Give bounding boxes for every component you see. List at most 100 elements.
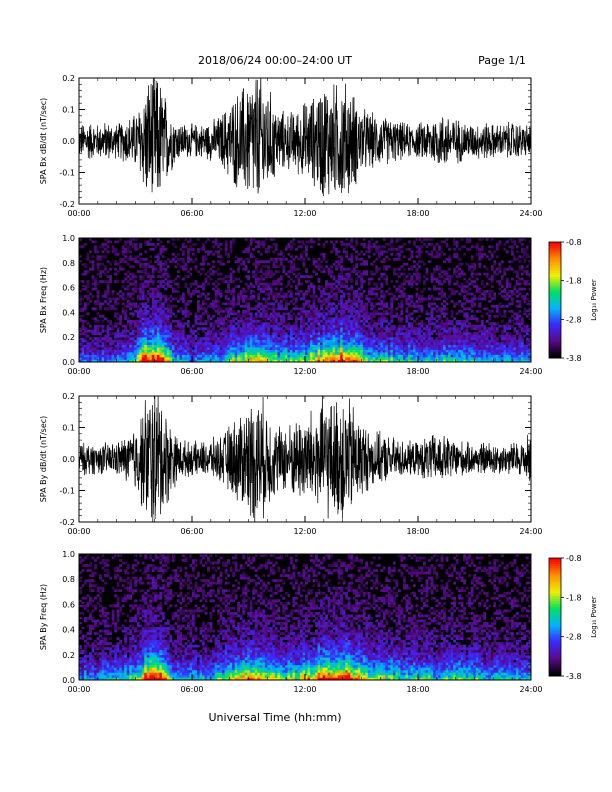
spectrogram-cell bbox=[312, 302, 316, 306]
spectrogram-cell bbox=[244, 238, 248, 241]
spectrogram-cell bbox=[252, 275, 256, 278]
spectrogram-cell bbox=[385, 339, 389, 343]
spectrogram-cell bbox=[217, 354, 220, 358]
spectrogram-cell bbox=[79, 347, 82, 350]
spectrogram-cell bbox=[392, 349, 396, 353]
spectrogram-cell bbox=[382, 349, 386, 353]
spectrogram-cell bbox=[299, 240, 303, 244]
spectrogram-cell bbox=[407, 357, 411, 360]
spectrogram-cell bbox=[332, 275, 336, 278]
spectrogram-cell bbox=[156, 307, 160, 311]
spectrogram-cell bbox=[104, 334, 107, 338]
spectrogram-cell bbox=[340, 272, 343, 276]
spectrogram-cell bbox=[144, 267, 148, 271]
spectrogram-cell bbox=[407, 327, 411, 331]
spectrogram-cell bbox=[91, 287, 95, 291]
spectrogram-cell bbox=[229, 349, 233, 353]
spectrogram-cell bbox=[407, 295, 411, 298]
spectrogram-cell bbox=[307, 275, 311, 278]
spectrogram-cell bbox=[166, 317, 170, 321]
spectrogram-cell bbox=[289, 270, 293, 274]
spectrogram-cell bbox=[154, 344, 158, 348]
spectrogram-cell bbox=[247, 247, 251, 251]
spectrogram-cell bbox=[84, 332, 87, 336]
spectrogram-cell bbox=[297, 267, 301, 271]
spectrogram-cell bbox=[176, 238, 180, 241]
spectrogram-cell bbox=[176, 332, 180, 336]
spectrogram-cell bbox=[126, 300, 130, 303]
spectrogram-cell bbox=[141, 292, 145, 296]
spectrogram-cell bbox=[84, 304, 87, 308]
spectrogram-cell bbox=[267, 327, 271, 331]
spectrogram-cell bbox=[407, 359, 411, 363]
spectrogram-cell bbox=[227, 287, 230, 291]
spectrogram-cell bbox=[292, 347, 296, 350]
spectrogram-cell bbox=[350, 347, 354, 350]
spectrogram-cell bbox=[254, 344, 258, 348]
spectrogram-cell bbox=[244, 352, 248, 355]
spectrogram-cell bbox=[184, 344, 188, 348]
spectrogram-cell bbox=[121, 347, 125, 350]
spectrogram-cell bbox=[455, 349, 459, 353]
spectrogram-cell bbox=[259, 287, 263, 291]
spectrogram-cell bbox=[305, 322, 308, 326]
spectrogram-cell bbox=[156, 252, 160, 256]
spectrogram-cell bbox=[470, 314, 474, 318]
spectrogram-cell bbox=[106, 280, 110, 283]
spectrogram-cell bbox=[420, 352, 424, 355]
spectrogram-cell bbox=[332, 309, 336, 313]
spectrogram-cell bbox=[197, 327, 200, 331]
spectrogram-cell bbox=[337, 250, 341, 254]
spectrogram-cell bbox=[151, 314, 155, 318]
spectrogram-cell bbox=[146, 304, 150, 308]
spectrogram-cell bbox=[307, 349, 311, 353]
spectrogram-cell bbox=[229, 352, 233, 355]
spectrogram-cell bbox=[242, 344, 246, 348]
spectrogram-cell bbox=[274, 342, 278, 345]
spectrogram-cell bbox=[237, 337, 241, 340]
spectrogram-cell bbox=[217, 352, 220, 355]
spectrogram-cell bbox=[249, 324, 253, 328]
spectrogram-cell bbox=[259, 337, 263, 340]
spectrogram-cell bbox=[176, 359, 180, 363]
y-tick-label: 0.1 bbox=[62, 106, 75, 115]
spectrogram-cell bbox=[445, 354, 449, 358]
spectrogram-cell bbox=[483, 359, 487, 363]
spectrogram-cell bbox=[345, 342, 348, 345]
spectrogram-cell bbox=[144, 317, 148, 321]
spectrogram-cell bbox=[458, 327, 461, 331]
spectrogram-cell bbox=[445, 357, 449, 360]
spectrogram-cell bbox=[84, 354, 87, 358]
spectrogram-cell bbox=[136, 352, 140, 355]
spectrogram-cell bbox=[415, 295, 419, 298]
spectrogram-cell bbox=[264, 292, 268, 296]
spectrogram-cell bbox=[79, 317, 82, 321]
spectrogram-cell bbox=[84, 344, 87, 348]
spectrogram-cell bbox=[212, 252, 215, 256]
spectrogram-cell bbox=[380, 337, 384, 340]
spectrogram-cell bbox=[207, 337, 210, 340]
spectrogram-cell bbox=[385, 342, 389, 345]
spectrogram-cell bbox=[450, 342, 454, 345]
spectrogram-cell bbox=[475, 349, 479, 353]
spectrogram-cell bbox=[199, 342, 203, 345]
spectrogram-cell bbox=[257, 349, 261, 353]
spectrogram-cell bbox=[166, 280, 170, 283]
spectrogram-cell bbox=[342, 327, 346, 331]
spectrogram-cell bbox=[400, 307, 404, 311]
spectrogram-cell bbox=[134, 304, 138, 308]
spectrogram-cell bbox=[325, 314, 328, 318]
spectrogram-cell bbox=[202, 357, 205, 360]
spectrogram-cell bbox=[470, 357, 474, 360]
spectrogram-cell bbox=[362, 337, 366, 340]
spectrogram-cell bbox=[294, 317, 298, 321]
spectrogram-cell bbox=[277, 257, 281, 261]
spectrogram-cell bbox=[352, 314, 356, 318]
spectrogram-cell bbox=[418, 342, 421, 345]
spectrogram-cell bbox=[284, 285, 288, 288]
spectrogram-cell bbox=[455, 245, 459, 249]
spectrogram-cell bbox=[352, 347, 356, 350]
spectrogram-cell bbox=[242, 250, 246, 254]
spectrogram-cell bbox=[139, 339, 143, 343]
spectrogram-cell bbox=[222, 339, 225, 343]
